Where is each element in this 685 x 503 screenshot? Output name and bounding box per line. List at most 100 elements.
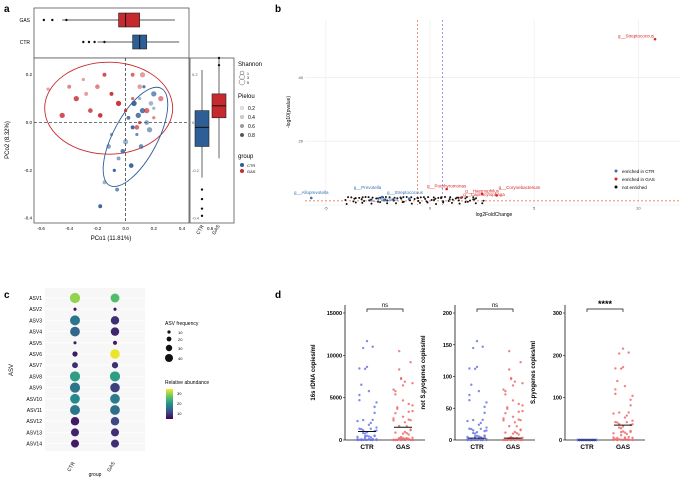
gas-sample-point xyxy=(614,420,617,424)
not-enriched-point xyxy=(358,196,361,199)
gas-sample-point xyxy=(619,430,623,434)
ctr-ellipse xyxy=(102,86,169,188)
ctr-sample-point xyxy=(485,438,488,441)
ctr-sample-point xyxy=(360,427,363,431)
gas-sample-point xyxy=(616,438,619,442)
ctr-sample-point xyxy=(466,419,469,423)
gas-sample-point xyxy=(619,434,623,437)
gas-sample-point xyxy=(614,367,617,370)
legend-color-tick: 20 xyxy=(177,401,182,406)
ctr-sample-point xyxy=(369,436,372,439)
gas-sample-point xyxy=(392,417,395,420)
legend-size-val: 10 xyxy=(178,330,183,335)
gas-sample-point xyxy=(625,432,628,436)
dot-ytick: 0 xyxy=(339,438,342,444)
ctr-sample-point xyxy=(371,418,374,422)
dot-xcat-ctr: CTR xyxy=(470,444,484,451)
dot-xcat-gas: GAS xyxy=(396,444,411,451)
ctr-sample-point xyxy=(367,435,371,438)
gas-point xyxy=(138,120,142,125)
bubble-ylabel: ASV xyxy=(9,364,15,376)
ctr-sample-point xyxy=(595,438,598,442)
gas-bubble xyxy=(110,416,120,426)
legend-size-dot xyxy=(165,344,173,352)
legend-size-val: 20 xyxy=(178,337,183,342)
gas-point xyxy=(131,97,135,101)
not-enriched-point xyxy=(427,196,430,199)
gas-sample-point xyxy=(405,436,408,440)
gas-sample-point xyxy=(618,411,621,414)
gas-sample-point xyxy=(517,433,520,436)
legend-pielou-title: Pielou xyxy=(238,94,255,100)
gas-sample-point xyxy=(515,425,518,428)
gas-sample-point xyxy=(517,402,520,406)
top-outlier xyxy=(103,40,106,44)
bubble-row-label: ASV13 xyxy=(26,430,42,436)
gas-sample-point xyxy=(411,404,414,407)
bubble-row-label: ASV6 xyxy=(29,352,42,358)
gas-sample-point xyxy=(392,438,395,441)
gas-sample-point xyxy=(399,435,403,439)
gas-sample-point xyxy=(394,390,397,393)
not-enriched-point xyxy=(444,196,447,199)
legend-shannon-key xyxy=(239,70,245,76)
pcoa-xtick: -0.2 xyxy=(94,226,102,231)
gas-sample-point xyxy=(398,349,401,353)
gas-sample-point xyxy=(513,380,517,383)
not-enriched-point xyxy=(473,198,476,201)
gas-enriched-point xyxy=(459,196,463,199)
not-enriched-point xyxy=(451,198,454,201)
ctr-sample-point xyxy=(468,427,471,430)
ctr-sample-point xyxy=(472,429,475,432)
not-enriched-point xyxy=(376,200,379,203)
pcoa-legend: Shannon 1 3 5 Pielou 0.2 0.4 0.6 0.8 gro… xyxy=(238,62,262,174)
legend-pielou-val: 0.6 xyxy=(248,124,255,130)
gas-sample-point xyxy=(627,351,630,354)
gas-sample-point xyxy=(502,438,505,441)
pcoa-ytick: 0.0 xyxy=(26,120,33,125)
gas-sample-point xyxy=(618,426,621,429)
not-enriched-point xyxy=(410,196,413,199)
gas-top-box xyxy=(118,12,140,28)
gas-sample-point xyxy=(612,432,615,435)
not-enriched-point xyxy=(465,196,468,199)
gas-bubble xyxy=(110,439,120,448)
bubble-row-label: ASV9 xyxy=(29,386,42,392)
pcoa-xtick: -0.4 xyxy=(65,226,73,231)
not-enriched-point xyxy=(437,196,440,199)
pcoa-xtick: 0.6 xyxy=(207,226,214,231)
ctr-sample-point xyxy=(363,436,367,440)
ctr-sample-point xyxy=(481,345,484,348)
not-enriched-point xyxy=(369,198,372,201)
gas-sample-point xyxy=(623,436,627,439)
pcoa-xtick: 0.4 xyxy=(179,226,186,231)
gas-genus-label: g__Haemophilus xyxy=(465,188,500,193)
gas-sample-point xyxy=(396,438,399,441)
gas-sample-point xyxy=(625,438,628,442)
not-enriched-point xyxy=(377,197,380,200)
dot-xcat-ctr: CTR xyxy=(360,444,374,451)
gas-point xyxy=(144,107,150,114)
gas-sample-point xyxy=(618,352,621,355)
ctr-point xyxy=(115,187,120,192)
gas-enriched-point xyxy=(495,194,498,197)
ctr-sample-point xyxy=(481,438,484,442)
gas-genus-label: g__Streptococcus xyxy=(618,34,655,39)
gas-sample-point xyxy=(623,416,627,419)
pcoa-xlabel: PCo1 (11.81%) xyxy=(91,236,132,242)
gas-sample-point xyxy=(407,433,410,436)
top-outlier xyxy=(42,18,46,22)
not-enriched-point xyxy=(350,196,353,199)
gas-sample-point xyxy=(511,432,515,435)
not-enriched-point xyxy=(418,201,421,204)
not-enriched-point xyxy=(405,196,408,199)
dot-ytick: 10000 xyxy=(327,353,342,359)
ctr-sample-point xyxy=(472,346,475,350)
bubble-col-ctr: CTR xyxy=(66,461,77,473)
legend-none-dot xyxy=(614,185,618,189)
ctr-bubble xyxy=(69,382,81,393)
gas-sample-point xyxy=(631,438,634,442)
gas-sample-point xyxy=(409,428,412,432)
gas-sample-point xyxy=(398,368,401,371)
side-outlier xyxy=(217,63,221,67)
